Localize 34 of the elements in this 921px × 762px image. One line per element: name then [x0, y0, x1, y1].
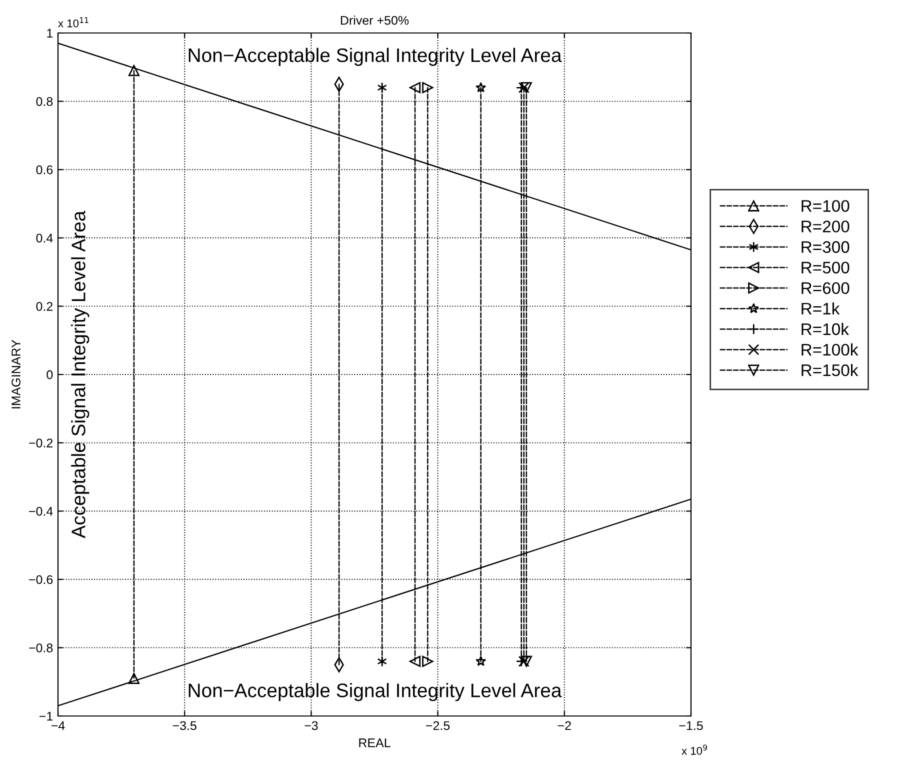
y-tick-label: −0.2 — [29, 438, 53, 448]
annotation: Non−Acceptable Signal Integrity Level Area — [188, 683, 562, 702]
x-tick-label: −2.5 — [426, 721, 450, 730]
legend-label: R=1k — [802, 302, 840, 314]
x-tick-label: −4 — [51, 721, 65, 730]
annotation: Acceptable Signal Integrity Level Area — [71, 210, 90, 538]
y-tick-label: −0.4 — [29, 506, 53, 516]
y-axis-title: IMAGINARY — [12, 340, 20, 408]
y-tick-label: 0 — [46, 370, 53, 380]
legend-label: R=150k — [802, 364, 858, 376]
legend-label: R=500 — [802, 262, 850, 274]
y-tick-label: −0.8 — [29, 644, 53, 652]
legend-label: R=200 — [802, 220, 850, 232]
annotation: Non−Acceptable Signal Integrity Level Area — [188, 48, 562, 66]
x-tick-label: −3 — [304, 721, 318, 730]
x-axis-title: REAL — [359, 738, 390, 748]
legend-label: R=300 — [802, 241, 850, 253]
y-tick-label: −0.6 — [29, 575, 53, 584]
y-tick-label: 0.6 — [36, 165, 53, 174]
legend-label: R=10k — [802, 322, 849, 336]
legend-label: R=100k — [802, 343, 858, 356]
x-tick-label: −2 — [558, 721, 571, 730]
text: x 10$^{9}$ — [682, 744, 708, 755]
legend-label: R=600 — [802, 282, 850, 294]
y-tick-label: 0.2 — [36, 302, 53, 311]
text: x 10$^{11}$ — [58, 17, 88, 28]
x-tick-label: −3.5 — [172, 721, 196, 730]
y-tick-label: 0.8 — [36, 97, 53, 106]
chart-title: Driver +50% — [340, 16, 409, 25]
y-tick-label: −1 — [40, 712, 53, 721]
y-tick-label: 1 — [47, 28, 53, 38]
legend-label: R=100 — [802, 200, 850, 212]
x-tick-label: −1.5 — [679, 721, 703, 730]
y-tick-label: 0.4 — [36, 234, 53, 243]
